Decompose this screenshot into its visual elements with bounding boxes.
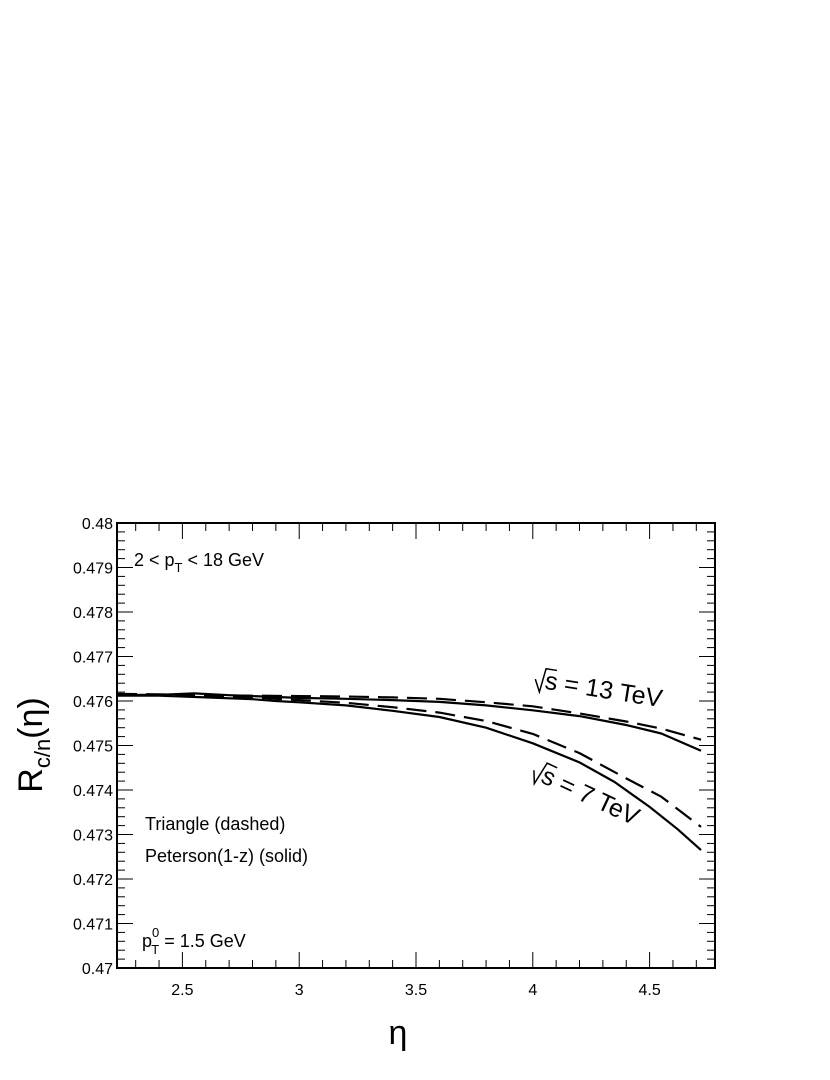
series-line-solid-7tev bbox=[117, 694, 702, 851]
y-tick-label: 0.478 bbox=[73, 605, 113, 622]
x-tick-label: 3.5 bbox=[405, 982, 427, 999]
x-tick-label: 4.5 bbox=[638, 982, 660, 999]
x-axis-title: η bbox=[389, 1014, 408, 1052]
y-tick-label: 0.477 bbox=[73, 650, 113, 667]
y-tick-label: 0.47 bbox=[82, 961, 113, 978]
plot-frame bbox=[116, 522, 716, 969]
series-line-dashed-7tev bbox=[116, 693, 702, 828]
sqrt-sign-13 bbox=[534, 667, 558, 695]
x-tick-label: 2.5 bbox=[171, 982, 193, 999]
y-tick-label: 0.475 bbox=[73, 739, 113, 756]
x-tick-label: 3 bbox=[295, 982, 304, 999]
curve-label-13tev: s = 13 TeV bbox=[534, 667, 665, 713]
y-axis-title: Rc/n(η) bbox=[12, 697, 55, 792]
y-tick-label: 0.479 bbox=[73, 561, 113, 578]
series-line-solid-13tev bbox=[117, 692, 702, 752]
series-layer bbox=[116, 692, 702, 851]
pt-range-annotation: 2 < pT < 18 GeV bbox=[134, 550, 264, 575]
x-tick-label: 4 bbox=[528, 982, 537, 999]
pt0-annotation: p0 T = 1.5 GeV bbox=[142, 925, 246, 957]
y-tick-label: 0.471 bbox=[73, 917, 113, 934]
y-tick-label: 0.472 bbox=[73, 872, 113, 889]
sqrt-sign-7 bbox=[533, 762, 558, 787]
peterson-annotation: Peterson(1-z) (solid) bbox=[145, 846, 308, 866]
y-tick-label: 0.473 bbox=[73, 828, 113, 845]
y-tick-label: 0.476 bbox=[73, 694, 113, 711]
label-7tev-text: s = 7 TeV bbox=[537, 762, 644, 832]
triangle-annotation: Triangle (dashed) bbox=[145, 814, 285, 834]
curve-label-7tev: s = 7 TeV bbox=[533, 762, 644, 832]
ticks-layer: 2.5 3 3.5 4 4.5 0.47 0.471 0.472 0.473 0.474 0.475… bbox=[73, 516, 715, 999]
label-13tev-text: s = 13 TeV bbox=[543, 667, 665, 713]
y-tick-label: 0.474 bbox=[73, 783, 113, 800]
y-tick-label: 0.48 bbox=[82, 516, 113, 533]
